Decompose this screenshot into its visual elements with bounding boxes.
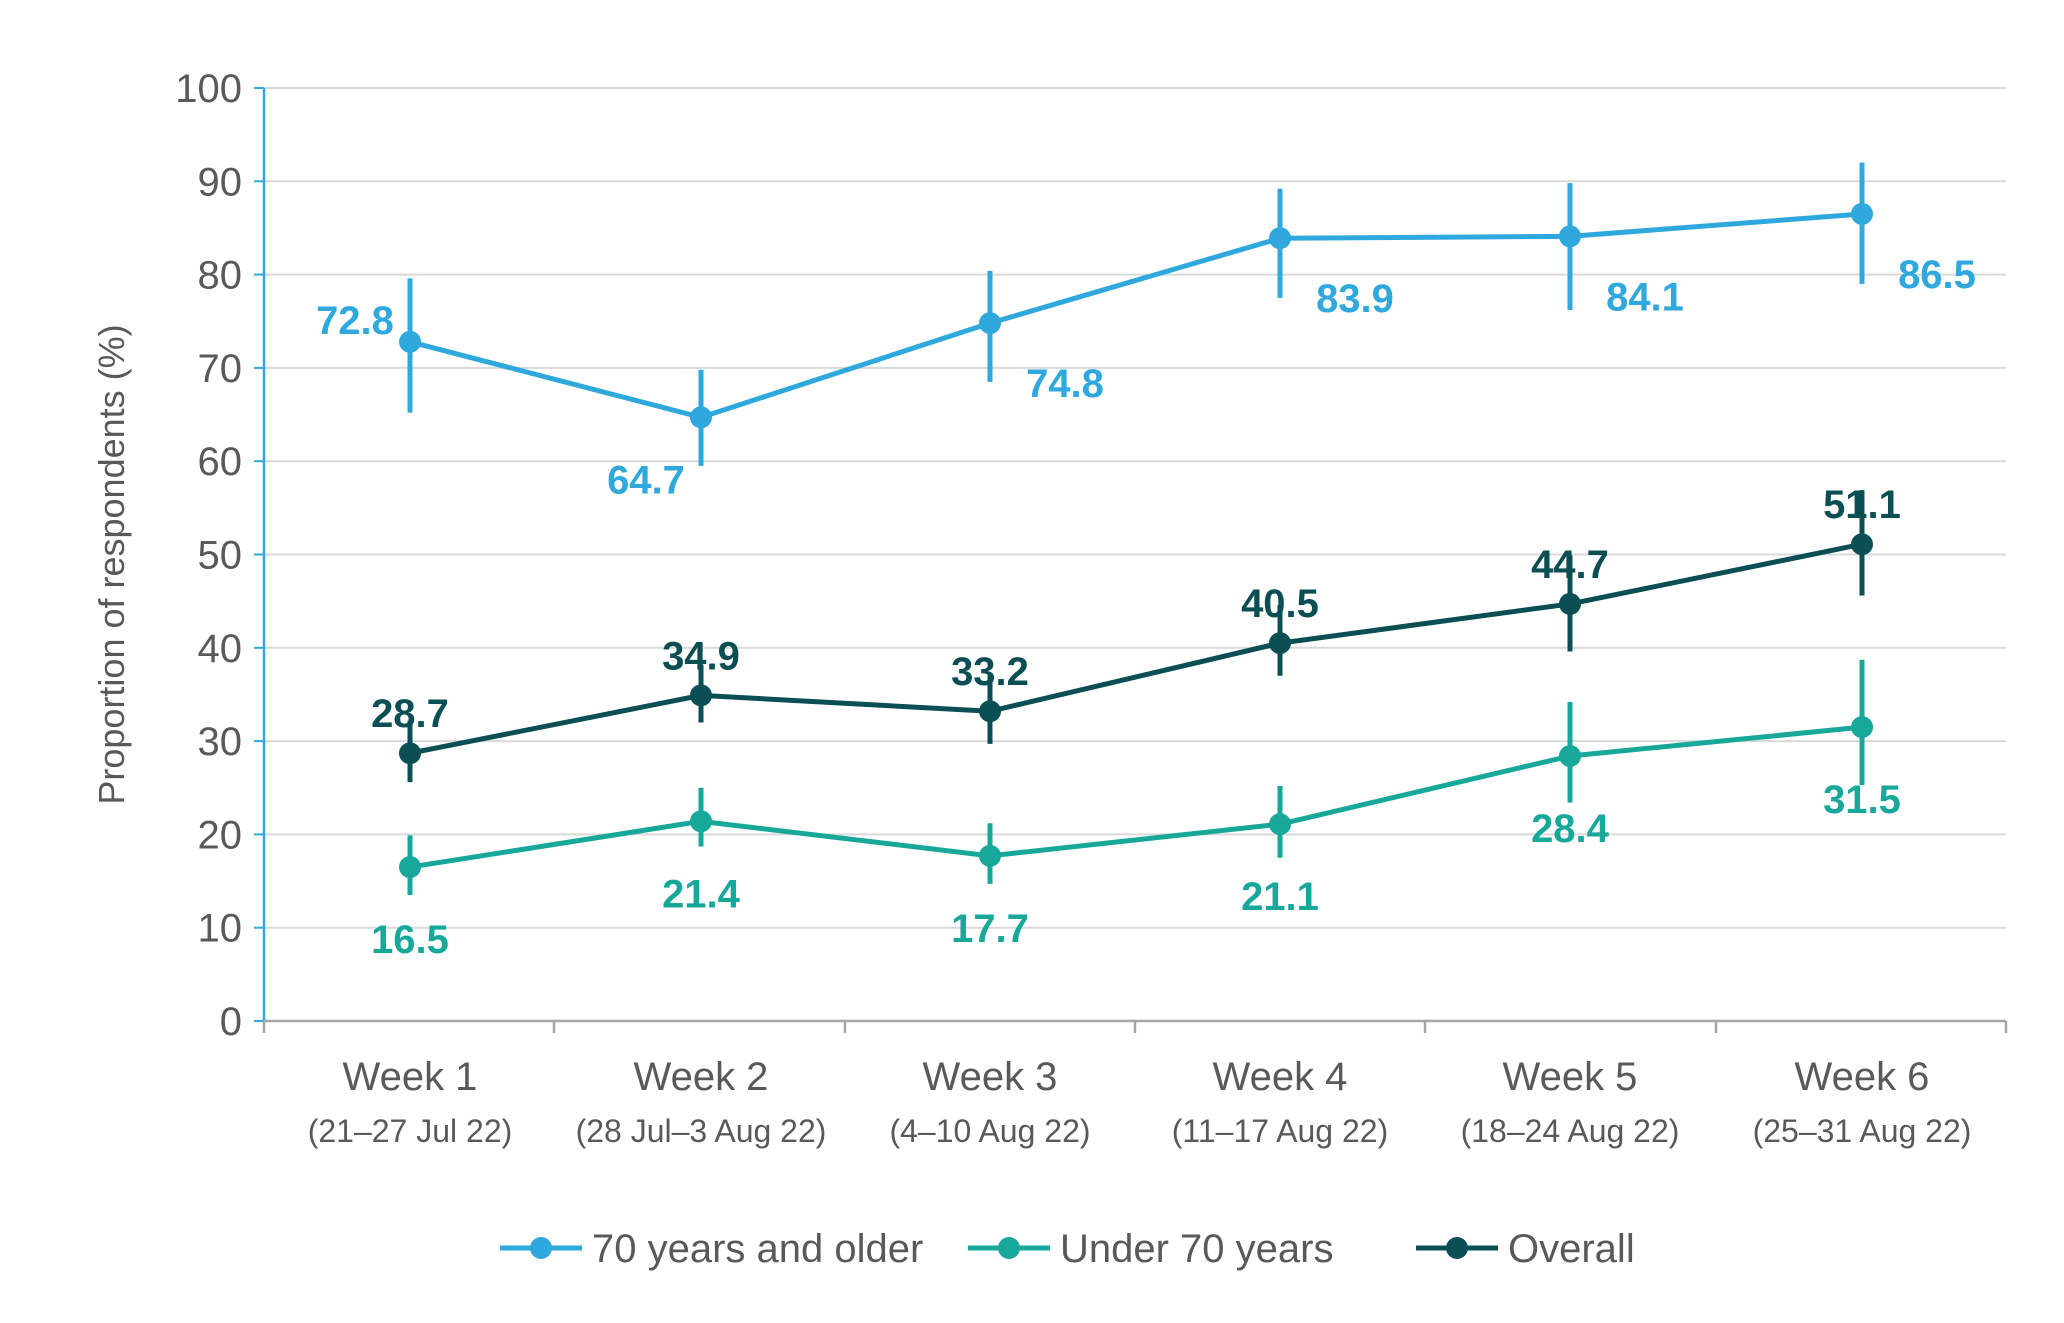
y-tick-label: 10 [198, 907, 243, 951]
data-label: 40.5 [1241, 582, 1319, 626]
data-point [399, 330, 421, 353]
x-category-sublabel: (11–17 Aug 22) [1172, 1113, 1388, 1149]
data-point [1851, 202, 1873, 225]
data-point [1559, 225, 1581, 248]
x-category-label: Week 1 [343, 1055, 478, 1099]
series-layer: 72.8 64.7 74.8 83.9 84.1 86.5 16.5 21.4 17.7 21.1… [316, 162, 1976, 962]
x-axis-categories: Week 1 (21–27 Jul 22) Week 2 (28 Jul–3 Aug … [308, 1055, 1972, 1149]
data-label: 28.7 [371, 692, 449, 736]
data-point [690, 406, 712, 429]
data-label: 64.7 [607, 458, 685, 502]
data-point [1851, 533, 1873, 556]
series-line [409, 211, 1863, 420]
data-label: 44.7 [1531, 543, 1609, 587]
series-overall: 28.7 34.9 33.2 40.5 44.7 51.1 [371, 483, 1901, 783]
x-category-sublabel: (28 Jul–3 Aug 22) [576, 1113, 827, 1149]
y-tick-label: 70 [198, 347, 243, 391]
data-label: 84.1 [1606, 275, 1684, 319]
data-point [1269, 813, 1291, 836]
x-category-sublabel: (21–27 Jul 22) [308, 1113, 513, 1149]
x-category-label: Week 2 [634, 1055, 769, 1099]
series-line [409, 541, 1863, 756]
legend-marker [998, 1237, 1020, 1259]
data-point [690, 684, 712, 707]
x-category-sublabel: (25–31 Aug 22) [1753, 1113, 1972, 1149]
x-category-label: Week 3 [923, 1055, 1058, 1099]
data-point [1559, 592, 1581, 615]
legend-marker [1446, 1237, 1468, 1259]
legend-label: Under 70 years [1060, 1227, 1333, 1271]
y-tick-label: 60 [198, 440, 243, 484]
data-point [979, 312, 1001, 335]
x-category-sublabel: (4–10 Aug 22) [889, 1113, 1090, 1149]
data-point [690, 810, 712, 833]
legend-label: 70 years and older [592, 1227, 923, 1271]
gridlines [264, 87, 2006, 929]
data-point [399, 856, 421, 879]
y-tick-label: 50 [198, 534, 243, 578]
data-point [1269, 227, 1291, 250]
series-70-years-and-older: 72.8 64.7 74.8 83.9 84.1 86.5 [316, 162, 1976, 502]
x-category-sublabel: (18–24 Aug 22) [1461, 1113, 1680, 1149]
data-label: 21.4 [662, 872, 741, 916]
data-label: 74.8 [1026, 362, 1104, 406]
axes [262, 88, 2008, 1033]
data-label: 31.5 [1823, 778, 1901, 822]
data-label: 72.8 [316, 299, 394, 343]
y-axis-label: Proportion of respondents (%) [91, 324, 132, 804]
y-tick-label: 0 [220, 1000, 242, 1044]
y-tick-label: 90 [198, 160, 243, 204]
data-label: 83.9 [1316, 277, 1394, 321]
data-label: 33.2 [951, 650, 1029, 694]
x-category-label: Week 6 [1795, 1055, 1930, 1099]
series-line [409, 724, 1863, 870]
data-label: 51.1 [1823, 483, 1901, 527]
legend-label: Overall [1508, 1227, 1635, 1271]
y-axis-ticks: 0 10 20 30 40 50 60 70 80 90 100 [175, 67, 264, 1044]
data-point [979, 844, 1001, 867]
data-label: 28.4 [1531, 807, 1610, 851]
data-label: 34.9 [662, 634, 740, 678]
data-point [399, 742, 421, 765]
data-point [1269, 632, 1291, 655]
legend: 70 years and older Under 70 years Overall [500, 1227, 1635, 1271]
y-tick-label: 40 [198, 627, 243, 671]
legend-marker [530, 1237, 552, 1259]
data-label: 16.5 [371, 918, 449, 962]
data-label: 17.7 [951, 907, 1029, 951]
data-point [1851, 716, 1873, 739]
x-category-label: Week 4 [1213, 1055, 1348, 1099]
x-category-label: Week 5 [1503, 1055, 1638, 1099]
y-tick-label: 80 [198, 254, 243, 298]
data-point [1559, 745, 1581, 768]
data-label: 86.5 [1898, 253, 1976, 297]
y-tick-label: 30 [198, 720, 243, 764]
data-label: 21.1 [1241, 875, 1319, 919]
y-tick-label: 100 [175, 67, 242, 111]
data-point [979, 700, 1001, 723]
series-under-70-years: 16.5 21.4 17.7 21.1 28.4 31.5 [371, 659, 1901, 962]
y-tick-label: 20 [198, 813, 243, 857]
